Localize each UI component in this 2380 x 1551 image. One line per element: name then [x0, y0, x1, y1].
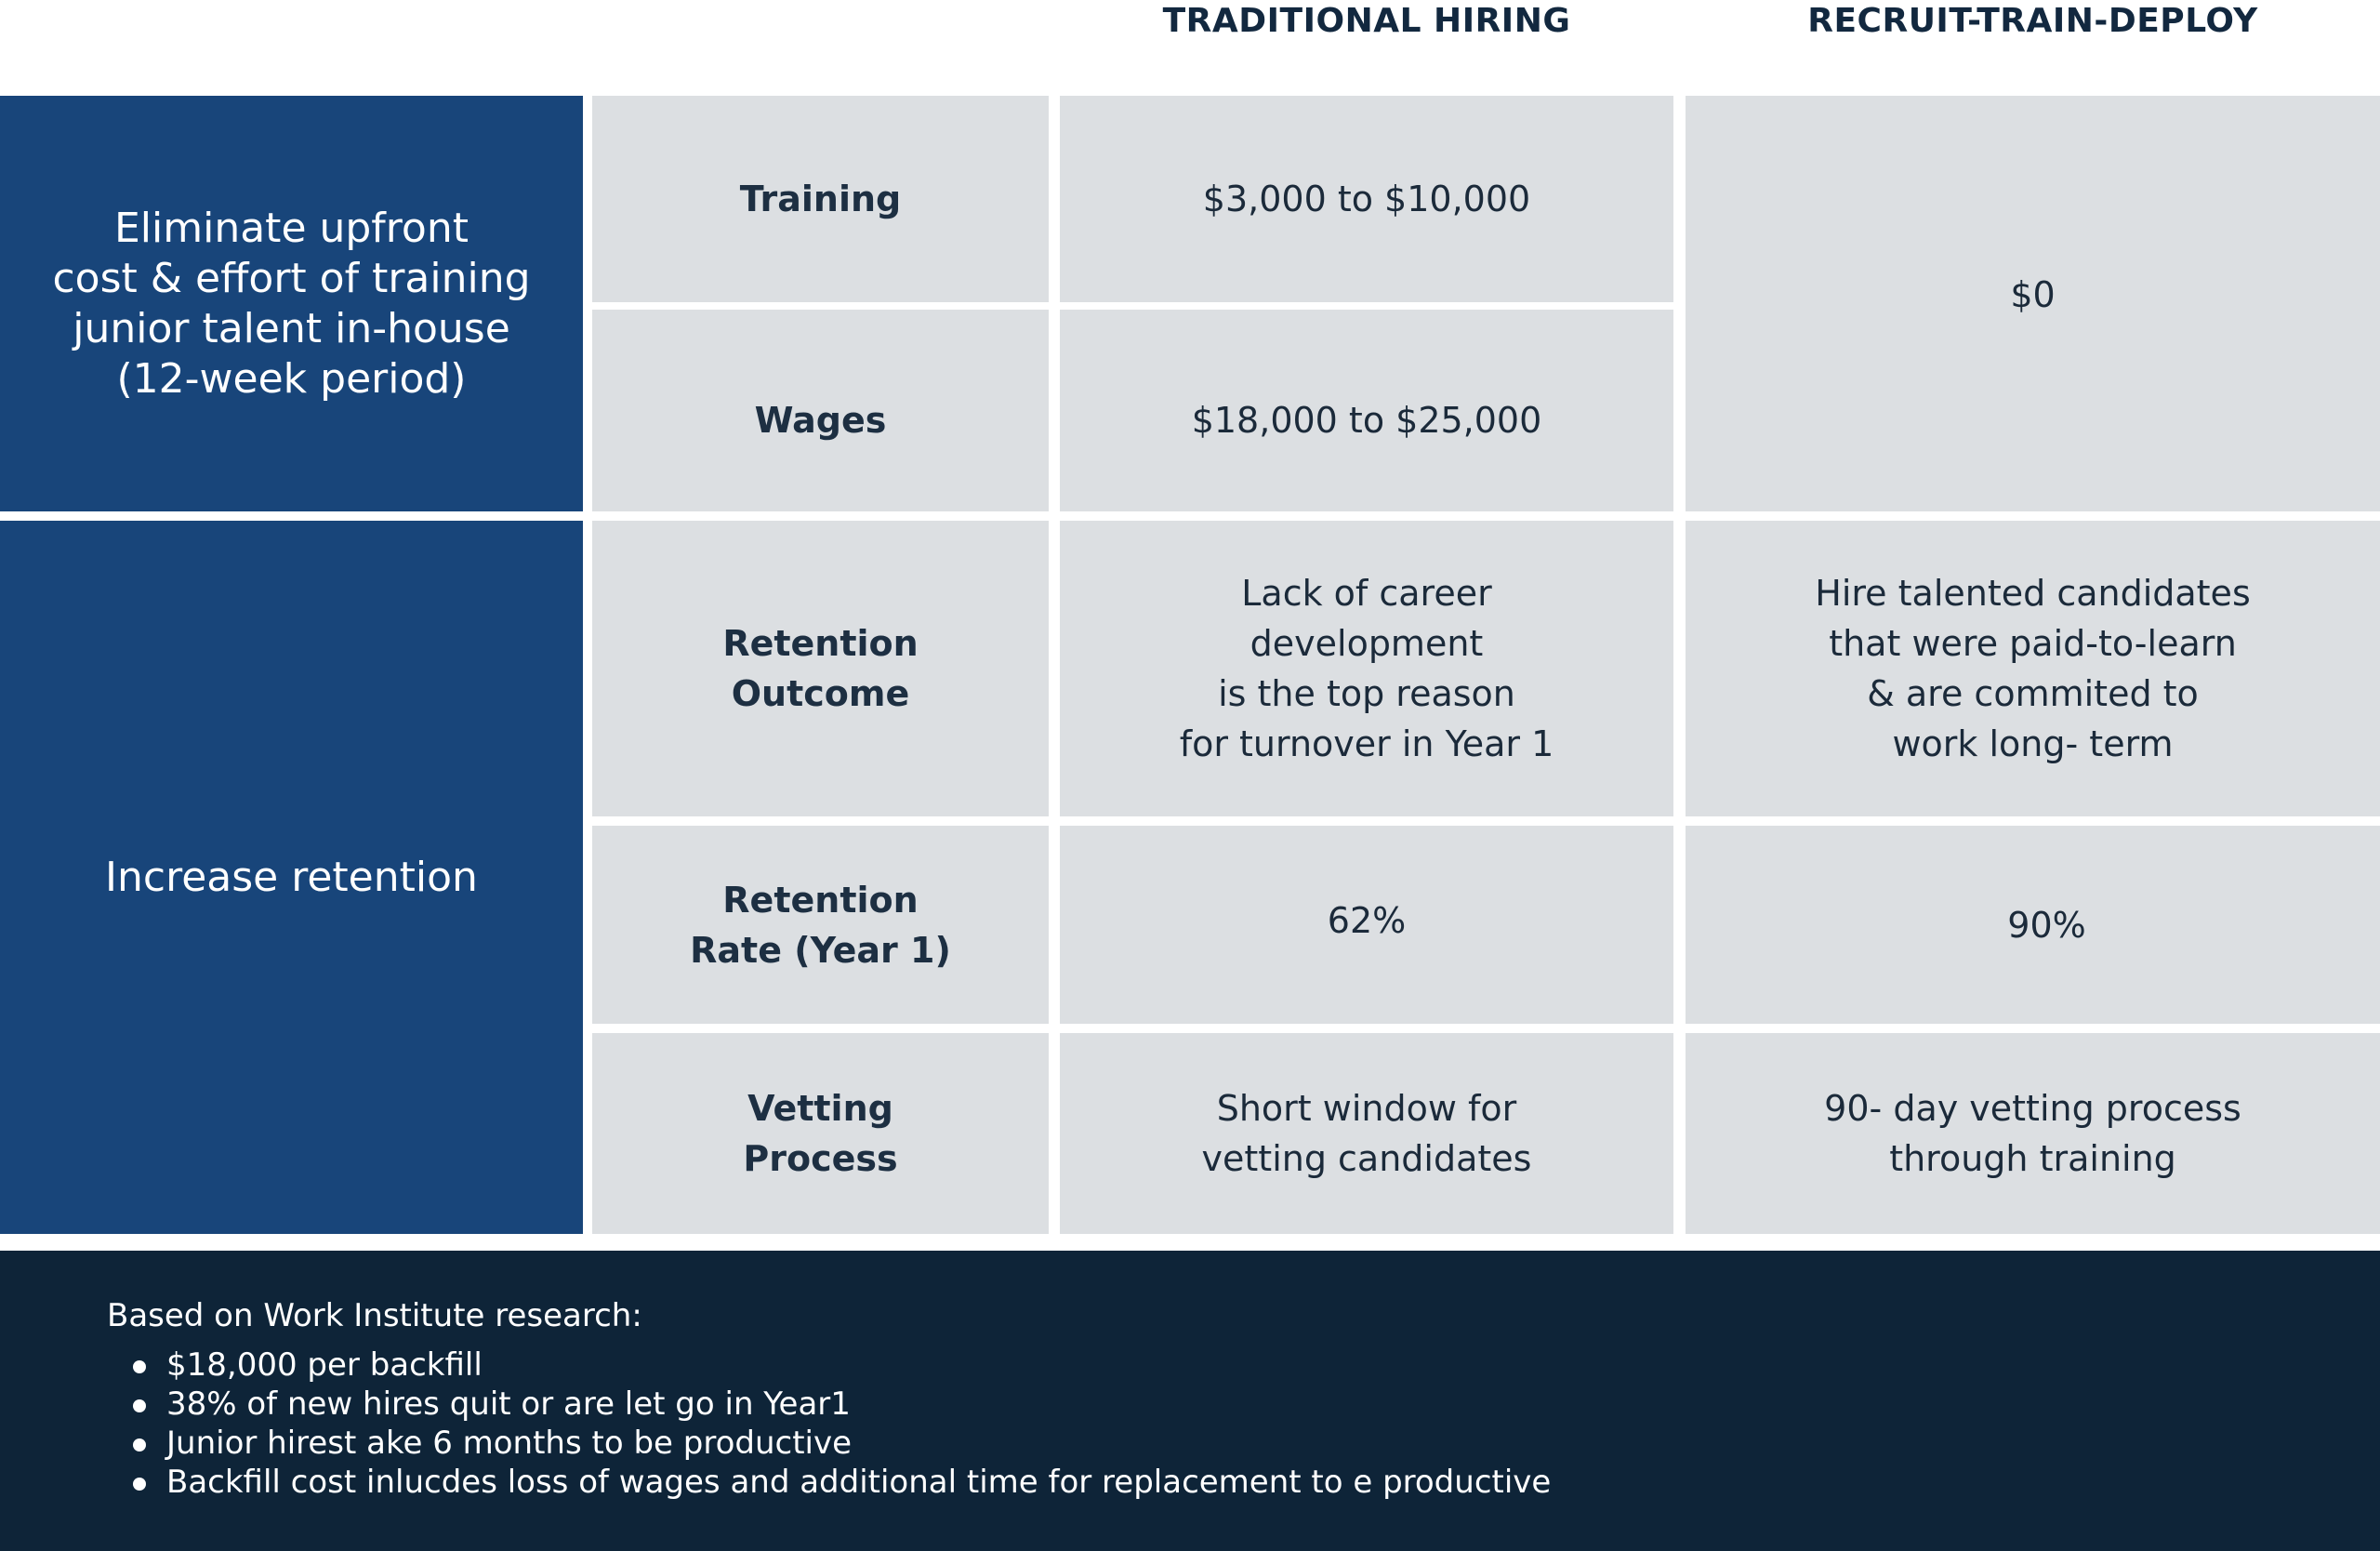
- group-increase-retention: Increase retention: [0, 521, 583, 1234]
- footer-item-text: Junior hirest ake 6 months to be product…: [166, 1425, 853, 1462]
- traditional-vetting-value: Short window for vetting candidates: [1060, 1033, 1673, 1234]
- row-label-vetting-process: Vetting Process: [592, 1033, 1049, 1234]
- row-label-retention-rate: Retention Rate (Year 1): [592, 826, 1049, 1024]
- footer-list-item: 38% of new hires quit or are let go in Y…: [133, 1385, 2380, 1424]
- bullet-icon: [133, 1399, 146, 1412]
- header-recruit-train-deploy: RECRUIT-TRAIN-DEPLOY: [1807, 1, 2258, 40]
- rtd-cost-value: $0: [1686, 96, 2380, 511]
- bullet-icon: [133, 1478, 146, 1491]
- group-eliminate-training-cost: Eliminate upfront cost & effort of train…: [0, 96, 583, 511]
- traditional-training-value: $3,000 to $10,000: [1060, 96, 1673, 302]
- research-footer: Based on Work Institute research: $18,00…: [0, 1251, 2380, 1551]
- footer-list-item: Junior hirest ake 6 months to be product…: [133, 1424, 2380, 1463]
- rtd-retention-outcome-value: Hire talented candidates that were paid-…: [1686, 521, 2380, 816]
- footer-item-text: $18,000 per backfill: [166, 1346, 483, 1384]
- traditional-wages-value: $18,000 to $25,000: [1060, 310, 1673, 511]
- footer-item-text: Backfill cost inlucdes loss of wages and…: [166, 1464, 1552, 1501]
- footer-list-item: $18,000 per backfill: [133, 1346, 2380, 1385]
- footer-list: $18,000 per backfill 38% of new hires qu…: [107, 1346, 2380, 1502]
- bullet-icon: [133, 1360, 146, 1373]
- row-label-wages: Wages: [592, 310, 1049, 511]
- footer-item-text: 38% of new hires quit or are let go in Y…: [166, 1385, 851, 1423]
- rtd-vetting-value: 90- day vetting process through training: [1686, 1033, 2380, 1234]
- row-label-retention-outcome: Retention Outcome: [592, 521, 1049, 816]
- traditional-retention-outcome-value: Lack of career development is the top re…: [1060, 521, 1673, 816]
- header-traditional-hiring: TRADITIONAL HIRING: [1162, 1, 1571, 40]
- rtd-retention-rate-value: 90%: [1686, 826, 2380, 1024]
- bullet-icon: [133, 1438, 146, 1452]
- traditional-retention-rate-value: 62%: [1060, 826, 1673, 1024]
- footer-title: Based on Work Institute research:: [107, 1297, 642, 1334]
- footer-list-item: Backfill cost inlucdes loss of wages and…: [133, 1463, 2380, 1502]
- row-label-training: Training: [592, 96, 1049, 302]
